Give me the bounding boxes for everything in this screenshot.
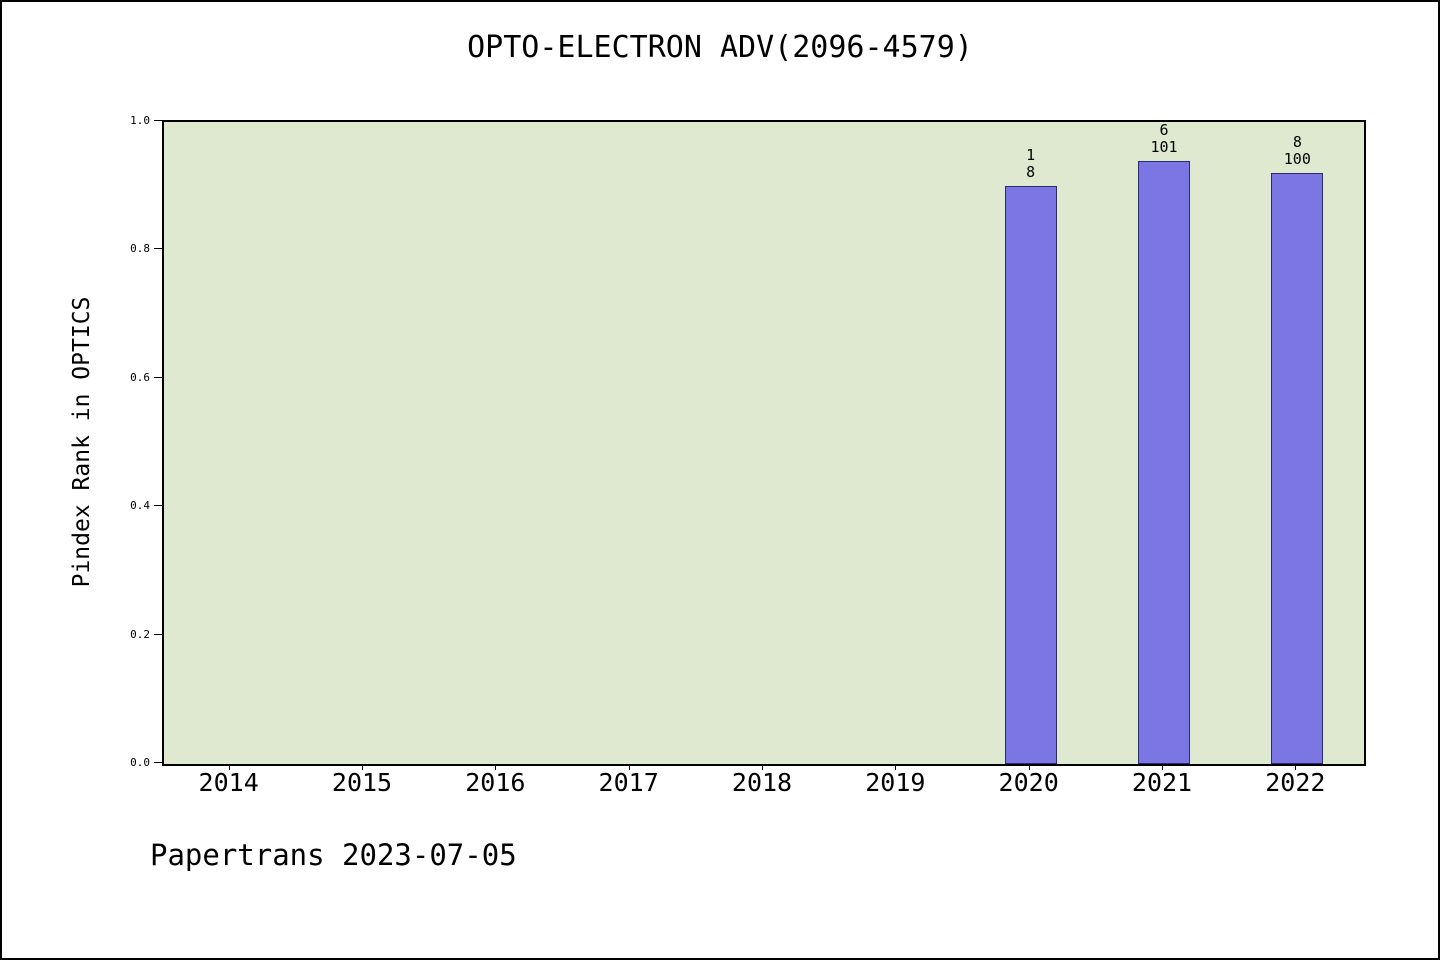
bar-2020 bbox=[1004, 186, 1057, 764]
x-tick-mark bbox=[228, 764, 230, 770]
x-tick-mark bbox=[1295, 764, 1297, 770]
y-tick-label-1.0: 1.0 bbox=[130, 114, 150, 127]
x-tick-mark bbox=[362, 764, 363, 770]
x-tick-mark bbox=[1162, 764, 1163, 770]
x-tick-label-2018: 2018 bbox=[731, 768, 793, 797]
y-tick-mark bbox=[154, 762, 162, 763]
x-tick-label-2022: 2022 bbox=[1265, 768, 1326, 797]
y-tick-mark bbox=[154, 505, 162, 507]
x-tick-mark bbox=[628, 764, 630, 770]
x-tick-label-2015: 2015 bbox=[331, 768, 393, 797]
y-tick-mark bbox=[154, 376, 162, 378]
y-tick-mark bbox=[154, 633, 162, 635]
y-tick-label-0.8: 0.8 bbox=[130, 242, 150, 256]
x-tick-label-2021: 2021 bbox=[1131, 768, 1193, 797]
bar-2021 bbox=[1138, 160, 1190, 764]
x-tick-label-2019: 2019 bbox=[865, 768, 926, 797]
x-tick-mark bbox=[495, 764, 497, 770]
x-tick-mark bbox=[895, 764, 897, 770]
bar-value-label-2022: 8 100 bbox=[1283, 133, 1311, 169]
footer-text: Papertrans 2023-07-05 bbox=[150, 838, 517, 872]
x-tick-mark bbox=[762, 764, 763, 770]
x-tick-label-2016: 2016 bbox=[465, 768, 526, 797]
plot-area: 1 8 6 101 8 100 bbox=[162, 120, 1366, 766]
chart-title: OPTO-ELECTRON ADV(2096-4579) bbox=[467, 30, 973, 65]
bar-value-label-2021: 6 101 bbox=[1150, 120, 1178, 156]
y-tick-label-0.2: 0.2 bbox=[130, 627, 150, 641]
x-tick-label-2020: 2020 bbox=[998, 768, 1059, 797]
y-tick-mark bbox=[154, 120, 162, 121]
y-tick-label-0.6: 0.6 bbox=[130, 370, 150, 384]
x-tick-label-2014: 2014 bbox=[198, 768, 259, 797]
y-tick-label-0.0: 0.0 bbox=[130, 756, 150, 769]
x-tick-label-2017: 2017 bbox=[598, 768, 659, 797]
y-axis-label: Pindex Rank in OPTICS bbox=[69, 296, 95, 588]
y-tick-label-0.4: 0.4 bbox=[130, 499, 150, 513]
bar-2022 bbox=[1271, 173, 1324, 764]
y-tick-mark bbox=[154, 248, 162, 250]
x-tick-mark bbox=[1028, 764, 1030, 770]
